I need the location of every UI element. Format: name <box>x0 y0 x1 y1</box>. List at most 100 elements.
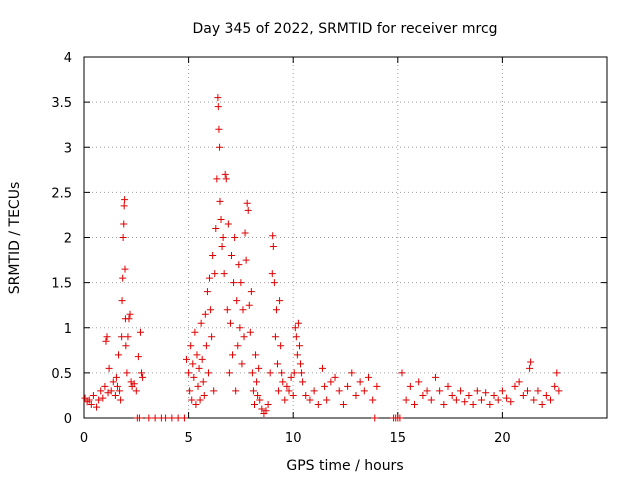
data-point <box>200 391 208 399</box>
data-point <box>306 396 314 404</box>
data-point <box>494 396 502 404</box>
data-point <box>122 342 130 350</box>
data-point <box>138 369 146 377</box>
data-point <box>199 378 207 386</box>
data-point <box>291 324 299 332</box>
data-point <box>272 306 280 314</box>
data-point <box>276 297 284 305</box>
data-point <box>221 170 229 178</box>
data-point <box>344 382 352 390</box>
data-point <box>243 199 251 207</box>
data-point <box>482 389 490 397</box>
data-point <box>274 360 282 368</box>
data-point <box>246 328 254 336</box>
data-point <box>369 396 377 404</box>
data-point <box>527 358 535 366</box>
grid-layer <box>84 57 607 418</box>
data-point <box>202 342 210 350</box>
data-point <box>217 215 225 223</box>
data-point <box>216 197 224 205</box>
data-point <box>465 391 473 399</box>
data-point <box>297 360 305 368</box>
data-point <box>269 243 277 251</box>
data-point <box>211 270 219 278</box>
y-tick-label: 3 <box>64 141 72 156</box>
data-point <box>448 391 456 399</box>
data-point <box>119 274 127 282</box>
data-point <box>551 382 559 390</box>
data-point <box>290 369 298 377</box>
data-point <box>241 229 249 237</box>
data-point <box>190 373 198 381</box>
data-point <box>95 396 103 404</box>
chart-title: Day 345 of 2022, SRMTID for receiver mrc… <box>192 21 497 37</box>
data-point <box>249 387 257 395</box>
data-point <box>419 391 427 399</box>
data-point <box>195 364 203 372</box>
data-point <box>242 256 250 264</box>
data-point <box>365 373 373 381</box>
x-tick-label: 0 <box>80 431 88 446</box>
data-point <box>197 319 205 327</box>
data-point <box>278 369 286 377</box>
data-point <box>444 382 452 390</box>
y-tick-label: 2 <box>64 232 72 247</box>
data-point <box>281 396 289 404</box>
data-point <box>123 369 131 377</box>
data-point <box>292 333 300 341</box>
data-point <box>440 400 448 408</box>
data-point <box>236 324 244 332</box>
data-point <box>275 387 283 395</box>
data-point <box>542 391 550 399</box>
data-point <box>511 382 519 390</box>
data-point <box>298 369 306 377</box>
data-point <box>210 387 218 395</box>
data-point <box>130 380 138 388</box>
data-point <box>120 202 128 210</box>
data-point <box>547 396 555 404</box>
data-point <box>402 396 410 404</box>
data-point <box>233 297 241 305</box>
data-point <box>189 360 197 368</box>
data-point <box>371 414 379 422</box>
data-point <box>215 125 223 133</box>
data-point <box>469 400 477 408</box>
data-point <box>196 396 204 404</box>
data-point <box>247 288 255 296</box>
data-point <box>323 396 331 404</box>
y-tick-label: 4 <box>64 51 72 66</box>
data-point <box>222 175 230 183</box>
data-point <box>252 351 260 359</box>
data-point <box>477 396 485 404</box>
data-point <box>254 391 262 399</box>
data-point <box>331 373 339 381</box>
data-point <box>132 387 140 395</box>
data-point <box>198 355 206 363</box>
y-tick-label: 0 <box>64 412 72 427</box>
data-point <box>356 378 364 386</box>
data-point <box>396 414 404 422</box>
data-point <box>262 407 270 415</box>
data-point <box>373 382 381 390</box>
data-point <box>490 391 498 399</box>
data-point <box>201 310 209 318</box>
data-point <box>104 389 112 397</box>
data-point <box>256 396 264 404</box>
data-point <box>538 400 546 408</box>
data-point <box>162 414 170 422</box>
data-point <box>124 333 132 341</box>
data-point <box>302 391 310 399</box>
data-point <box>118 297 126 305</box>
data-point <box>327 378 335 386</box>
data-point <box>207 306 215 314</box>
data-point <box>186 387 194 395</box>
data-point <box>318 364 326 372</box>
data-point <box>244 206 252 214</box>
data-point <box>248 369 256 377</box>
data-point <box>230 279 238 287</box>
data-point <box>204 369 212 377</box>
data-point <box>126 310 134 318</box>
data-point <box>113 382 121 390</box>
data-point <box>99 394 107 402</box>
data-point <box>216 143 224 151</box>
